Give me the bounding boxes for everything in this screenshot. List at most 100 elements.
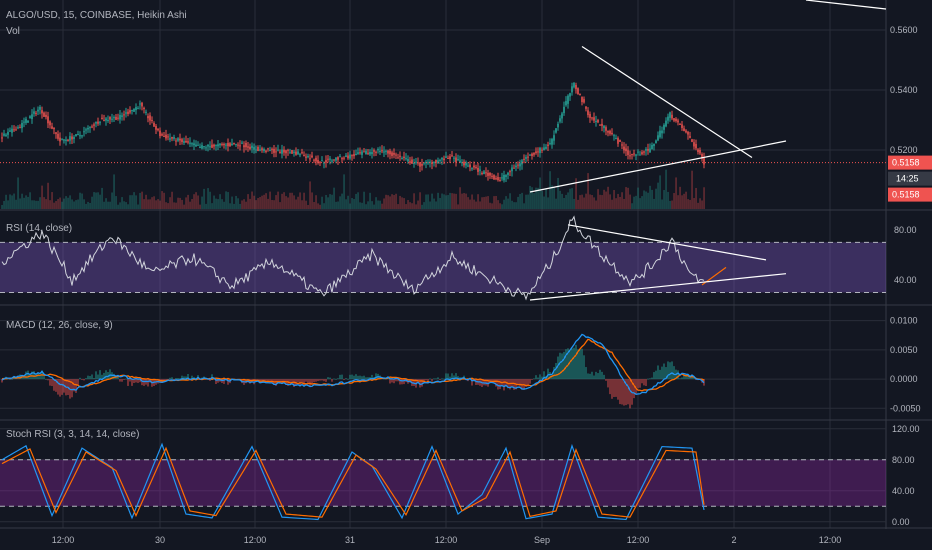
macd-histogram-bar <box>9 379 11 380</box>
candle-body <box>685 130 687 133</box>
macd-histogram-bar <box>11 378 13 380</box>
rsi-trendline[interactable] <box>567 224 767 261</box>
volume-bar <box>399 195 401 209</box>
candle-body <box>337 157 339 160</box>
triangle-trendline[interactable] <box>581 45 753 159</box>
macd-histogram-bar <box>39 374 41 380</box>
triangle-trendline[interactable] <box>529 140 787 193</box>
macd-histogram-bar <box>685 375 687 380</box>
candle-body <box>667 116 669 121</box>
volume-bar <box>523 203 525 209</box>
candle-body <box>549 142 551 144</box>
last-price-tag <box>888 155 932 170</box>
volume-bar <box>667 191 669 209</box>
candle-body <box>577 88 579 95</box>
candle-body <box>109 116 111 120</box>
candle-body <box>343 157 345 159</box>
macd-histogram-bar <box>455 373 457 380</box>
macd-histogram-bar <box>137 379 139 383</box>
candle-body <box>391 152 393 156</box>
candle-body <box>329 158 331 160</box>
candle-body <box>223 143 225 146</box>
macd-histogram-bar <box>663 363 665 380</box>
macd-histogram-bar <box>121 379 123 382</box>
macd-histogram-bar <box>617 379 619 400</box>
volume-bar <box>421 204 423 209</box>
volume-bar <box>381 203 383 209</box>
volume-bar <box>449 192 451 209</box>
candle-body <box>159 130 161 137</box>
macd-histogram-bar <box>71 379 73 398</box>
candle-body <box>35 112 37 114</box>
macd-histogram-bar <box>311 379 313 385</box>
macd-histogram-bar <box>115 376 117 380</box>
macd-histogram-bar <box>51 379 53 387</box>
macd-histogram-bar <box>125 378 127 380</box>
candle-body <box>579 93 581 96</box>
candle-body <box>665 120 667 127</box>
volume-bar <box>699 198 701 209</box>
candle-body <box>561 113 563 119</box>
volume-bar <box>665 169 667 209</box>
volume-bar <box>191 198 193 209</box>
macd-histogram-bar <box>165 379 167 381</box>
candle-body <box>289 152 291 154</box>
candle-body <box>199 146 201 149</box>
volume-bar <box>507 198 509 209</box>
volume-bar <box>345 199 347 209</box>
candle-body <box>361 151 363 155</box>
volume-bar <box>107 201 109 209</box>
volume-bar <box>149 199 151 209</box>
candle-body <box>443 158 445 161</box>
candle-body <box>465 162 467 166</box>
candle-body <box>611 132 613 135</box>
volume-bar <box>403 198 405 209</box>
macd-histogram-bar <box>117 376 119 380</box>
volume-bar <box>627 187 629 209</box>
candle-body <box>215 144 217 146</box>
candle-body <box>99 122 101 124</box>
price-axis-tick: 0.5200 <box>890 145 918 155</box>
macd-histogram-bar <box>527 379 529 387</box>
candle-body <box>31 114 33 120</box>
volume-bar <box>27 196 29 209</box>
candle-body <box>489 172 491 176</box>
candle-body <box>141 102 143 107</box>
volume-bar <box>245 201 247 209</box>
candle-body <box>575 85 577 90</box>
candle-body <box>583 99 585 103</box>
macd-histogram-bar <box>97 374 99 380</box>
candle-body <box>179 138 181 141</box>
volume-bar <box>467 197 469 209</box>
macd-histogram-bar <box>37 372 39 380</box>
macd-histogram-bar <box>549 372 551 380</box>
volume-bar <box>677 195 679 209</box>
rsi-trendline[interactable] <box>529 273 787 301</box>
stoch-axis-tick: 80.00 <box>892 455 915 465</box>
volume-bar <box>215 198 217 209</box>
volume-bar <box>521 192 523 209</box>
trendline-offscreen[interactable] <box>805 0 887 10</box>
candle-body <box>19 127 21 129</box>
volume-bar <box>673 193 675 209</box>
last-price-tag-text: 0.5158 <box>892 158 920 168</box>
candle-body <box>339 155 341 157</box>
candle-body <box>393 152 395 155</box>
candle-body <box>453 157 455 159</box>
candle-body <box>469 164 471 168</box>
volume-bar <box>597 189 599 209</box>
volume-bar <box>9 194 11 209</box>
macd-histogram-bar <box>575 344 577 380</box>
volume-bar <box>553 186 555 209</box>
macd-histogram-bar <box>45 378 47 380</box>
macd-histogram-bar <box>55 379 57 392</box>
volume-bar <box>653 198 655 209</box>
candle-body <box>33 111 35 114</box>
macd-histogram-bar <box>85 378 87 380</box>
macd-histogram-bar <box>429 378 431 380</box>
candle-body <box>637 151 639 153</box>
macd-histogram-bar <box>179 378 181 380</box>
candle-body <box>563 106 565 114</box>
candle-body <box>655 140 657 144</box>
